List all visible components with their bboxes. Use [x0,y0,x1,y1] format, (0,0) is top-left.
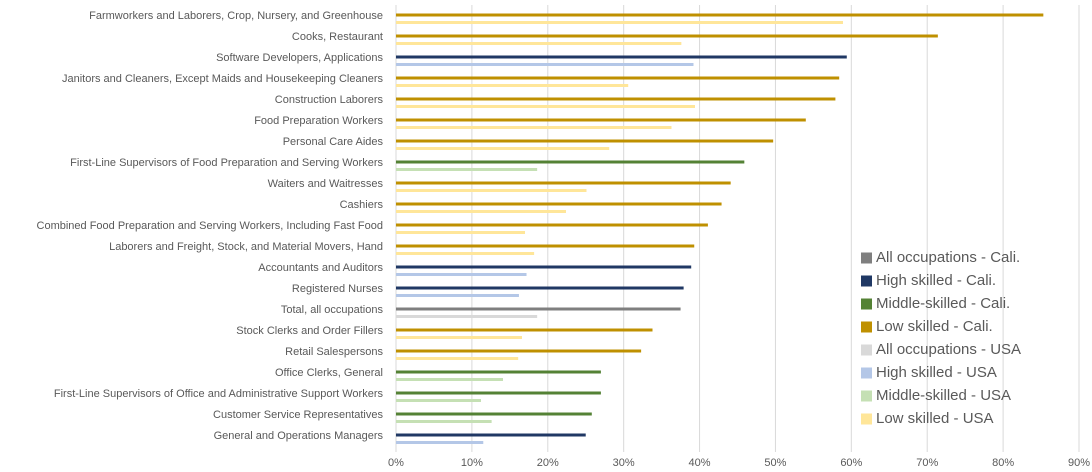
y-tick-label: Laborers and Freight, Stock, and Materia… [109,241,383,253]
legend-label: Middle-skilled - Cali. [876,295,1010,312]
x-tick-label: 60% [840,457,862,469]
bar [396,273,527,276]
y-tick-label: Personal Care Aides [283,136,384,148]
bar [396,105,696,108]
y-tick-label: General and Operations Managers [214,430,384,442]
bar [396,244,695,248]
bar [396,126,672,129]
x-tick-label: 70% [916,457,938,469]
y-tick-label: Retail Salespersons [285,346,383,358]
bar [396,378,504,381]
bar [396,420,492,423]
y-tick-label: Cooks, Restaurant [292,31,383,43]
bar [396,160,745,164]
x-tick-label: 50% [764,457,786,469]
y-tick-label: Stock Clerks and Order Fillers [236,325,383,337]
legend-label: Low skilled - USA [876,410,994,427]
x-tick-label: 40% [689,457,711,469]
legend-swatch [861,390,872,402]
bar [396,286,684,290]
legend-swatch [861,344,872,356]
bar [396,231,526,234]
y-tick-label: First-Line Supervisors of Food Preparati… [70,157,383,169]
bar [396,391,601,395]
bar [396,433,586,437]
legend-swatch [861,367,872,379]
bar [396,34,938,38]
y-tick-label: Customer Service Representatives [213,409,383,421]
legend-swatch [861,275,872,287]
x-tick-label: 0% [388,457,404,469]
y-tick-label: Cashiers [340,199,384,211]
bar [396,328,653,332]
legend-label: High skilled - Cali. [876,272,996,289]
x-tick-label: 10% [461,457,483,469]
bar [396,223,708,227]
bar [396,357,519,360]
legend-label: All occupations - USA [876,341,1021,358]
y-tick-label: Accountants and Auditors [258,262,383,274]
legend-label: All occupations - Cali. [876,249,1020,266]
legend-label: High skilled - USA [876,364,997,381]
legend-label: Low skilled - Cali. [876,318,993,335]
bar [396,412,592,416]
legend-swatch [861,321,872,333]
legend-swatch [861,298,872,310]
bar [396,210,566,213]
bar [396,21,843,24]
y-tick-label: Office Clerks, General [275,367,383,379]
x-tick-label: 30% [613,457,635,469]
bar [396,265,692,269]
bar [396,118,806,122]
y-tick-label: Construction Laborers [275,94,384,106]
y-tick-label: Farmworkers and Laborers, Crop, Nursery,… [89,10,383,22]
bar [396,97,836,101]
bar [396,42,682,45]
y-tick-label: First-Line Supervisors of Office and Adm… [54,388,384,400]
bar [396,294,519,297]
bar [396,76,840,80]
y-tick-label: Food Preparation Workers [254,115,383,127]
y-tick-label: Total, all occupations [281,304,384,316]
bar [396,370,601,374]
bar [396,202,722,206]
bar [396,84,629,87]
y-tick-label: Software Developers, Applications [216,52,383,64]
legend-swatch [861,413,872,425]
bar [396,441,484,444]
bar [396,399,481,402]
bar [396,13,1044,17]
x-tick-label: 90% [1068,457,1090,469]
x-tick-label: 80% [992,457,1014,469]
bar [396,147,610,150]
bar [396,336,522,339]
y-tick-label: Registered Nurses [292,283,384,295]
legend-swatch [861,252,872,264]
bar [396,139,774,143]
bar [396,349,642,353]
y-tick-label: Janitors and Cleaners, Except Maids and … [62,73,384,85]
bar [396,315,538,318]
bar [396,181,731,185]
bar [396,252,535,255]
bar [396,63,694,66]
bar [396,307,681,311]
y-tick-label: Waiters and Waitresses [268,178,384,190]
bar [396,189,587,192]
bar [396,55,847,59]
legend-label: Middle-skilled - USA [876,387,1011,404]
bar [396,168,538,171]
x-tick-label: 20% [537,457,559,469]
y-tick-label: Combined Food Preparation and Serving Wo… [37,220,383,232]
